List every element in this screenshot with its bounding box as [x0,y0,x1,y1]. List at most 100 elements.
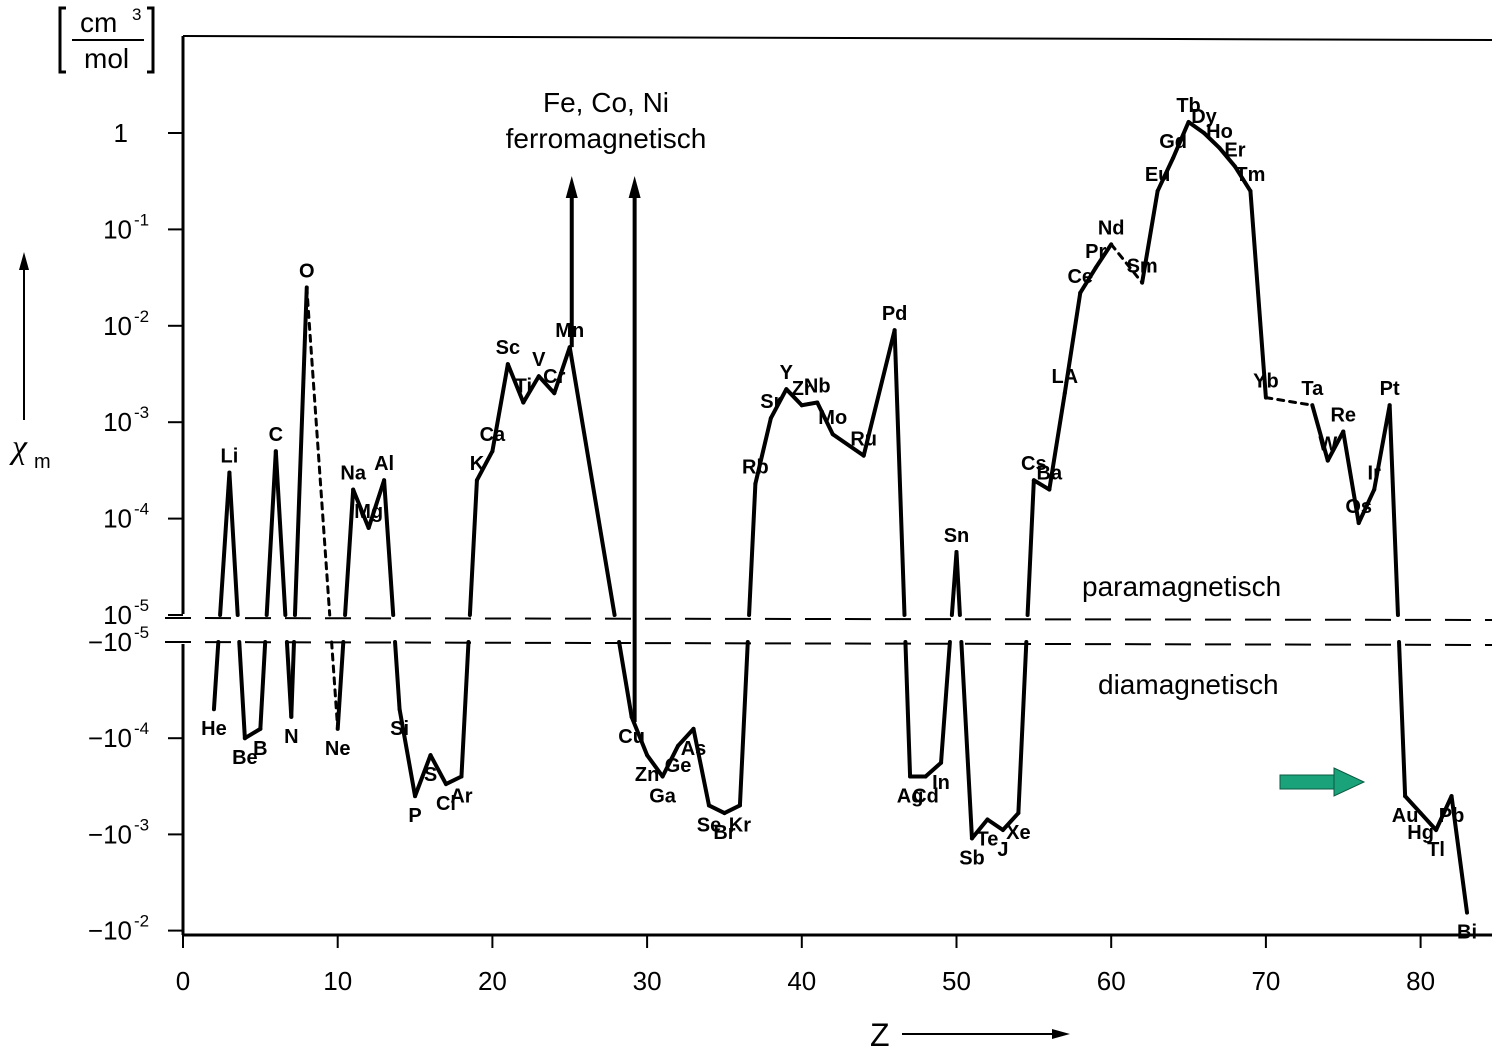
series-segment [1025,478,1036,617]
series-segment [645,753,665,779]
element-label-ga: Ga [649,785,677,807]
element-label-ti: Ti [515,376,532,398]
element-label-y: Y [780,362,794,384]
element-label-sb: Sb [959,847,985,869]
y-tick-label: 10 [103,214,132,244]
element-label-cu: Cu [618,726,645,748]
element-label-re: Re [1330,405,1356,427]
series-segment [443,774,464,787]
series-segment [1449,794,1470,915]
series-segment [1202,131,1222,150]
element-label-ne: Ne [325,738,351,760]
series-segment [428,753,448,787]
element-label-os: Os [1345,496,1372,518]
x-axis-label: Z [870,1017,1070,1050]
series-segment [335,640,346,731]
series-segment [1248,189,1268,400]
series-segment [629,714,650,758]
element-label-au: Au [1392,805,1419,827]
element-label-b: B [253,738,267,760]
element-label-k: K [470,453,485,475]
series-segment [722,803,742,816]
x-tick-label: 40 [787,966,816,996]
element-label-sr: Sr [760,391,781,413]
ferro-elements: Fe, Co, Ni [543,87,669,118]
element-label-eu: Eu [1145,164,1171,186]
element-label-ge: Ge [665,755,692,777]
element-label-group: HeLiBeBCNONeNaMgAlSiPSClArKCaScTiVCrMnCu… [201,95,1477,944]
series-segment [292,285,309,617]
diamagnetic-label: diamagnetisch [1098,669,1279,700]
series-segment [903,640,913,779]
element-label-p: P [408,805,421,827]
series-segment [237,640,247,741]
element-label-n: N [284,726,298,748]
element-label-xe: Xe [1006,822,1030,844]
element-label-ru: Ru [850,429,877,451]
series-segment [218,470,232,617]
series-segment [1062,290,1083,396]
series-segment [1356,487,1377,526]
element-label-ag: Ag [897,785,924,807]
series-segment [784,387,804,408]
series-segment [691,726,711,808]
series-segment [1186,120,1207,135]
series-segment [305,285,332,617]
series-segment [799,400,820,408]
series-segment [1397,640,1408,799]
element-label-zn: Zn [635,764,659,786]
element-label-sc: Sc [496,337,520,359]
element-label-cr: Cr [543,366,565,388]
series-segment [1078,265,1098,295]
element-label-mo: Mo [818,407,847,429]
y-tick-exponent: -2 [134,912,149,931]
x-tick-group: 0 10 20 30 40 50 60 70 80 [176,935,1435,996]
y-tick-label: 10 [103,407,132,437]
series-segment [954,550,962,617]
series-segment [969,817,990,841]
element-label-ba: Ba [1037,463,1063,485]
series-segment [830,432,866,458]
series-segment [351,487,371,530]
element-label-mg: Mg [354,501,383,523]
y-axis-label: χ m [9,252,51,473]
series-segment [393,640,402,712]
element-label-s: S [424,764,437,786]
y-tick-label: −10 [88,627,132,657]
series-segment [211,640,221,712]
dia-boundary-dashed [164,641,1492,646]
series-segment [1093,242,1114,270]
x-tick-label: 30 [633,966,662,996]
series-segment [1171,120,1191,161]
element-label-be: Be [232,747,258,769]
element-label-gd: Gd [1159,131,1187,153]
series-segment [1264,396,1314,407]
series-segment [242,726,263,741]
element-label-hg: Hg [1407,822,1434,844]
element-label-cs: Cs [1021,453,1047,475]
series-segment [1232,164,1253,194]
series-segment [1000,811,1021,832]
element-label-ir: Ir [1368,463,1382,485]
y-tick-label: 10 [103,311,132,341]
series-segment [1031,478,1052,492]
series-segment [467,478,479,617]
element-label-cl: Cl [436,793,456,815]
series-segment [1155,156,1176,194]
element-label-as: As [681,738,707,760]
y-label-chi: χ [9,429,28,466]
series-segment [413,753,433,799]
series-segment [617,640,634,719]
element-label-al: Al [374,453,394,475]
element-label-dy: Dy [1191,106,1217,128]
highlight-arrow [1279,767,1366,797]
series-segment [567,345,617,617]
series-segment [536,374,557,396]
element-label-zr: Zr [792,378,812,400]
element-label-er: Er [1224,139,1245,161]
element-label-ho: Ho [1206,121,1233,143]
series-segment [382,478,396,617]
element-label-ar: Ar [450,785,472,807]
ferro-arrow-head [628,176,641,198]
y-tick-label: −10 [88,723,132,753]
